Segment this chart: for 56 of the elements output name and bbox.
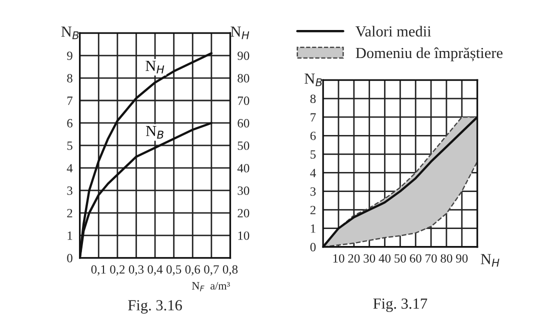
legend-label: Domeniu de împrăștiere xyxy=(356,47,503,62)
x-tick-label: 0,4 xyxy=(148,265,163,276)
y2-axis-title: N$_{H}$ xyxy=(230,26,250,40)
series-label: N$_{B}$ xyxy=(146,126,164,139)
y2-tick-label: 90 xyxy=(238,52,250,60)
y-tick-label: 0 xyxy=(67,254,72,262)
x-tick-label: 80 xyxy=(440,254,452,263)
x-tick-label: 0,3 xyxy=(128,265,144,276)
text: Fig. 3.17 xyxy=(373,298,428,312)
y-tick-label: 1 xyxy=(310,224,316,233)
y-tick-label: 8 xyxy=(67,74,72,82)
y-tick-label: 4 xyxy=(310,168,316,178)
x-axis-title: N$_{H}$ xyxy=(480,254,500,267)
y-tick-label: 3 xyxy=(310,187,316,196)
x-tick-label: 0,1 xyxy=(91,265,106,276)
x-tick-label: 60 xyxy=(410,254,422,263)
y2-tick-label: 40 xyxy=(237,164,250,172)
y-tick-label: 9 xyxy=(67,52,72,60)
y2-tick-label: 60 xyxy=(238,119,250,128)
x-tick-label: 70 xyxy=(426,254,437,263)
x-tick-label: 10 xyxy=(333,254,344,263)
series-label: N$_{H}$ xyxy=(146,60,164,74)
legend-label: Valori medii xyxy=(356,26,432,37)
y-tick-label: 5 xyxy=(310,150,316,159)
y2-tick-label: 80 xyxy=(238,74,250,82)
x-tick-label: 30 xyxy=(364,254,376,263)
x-axis-title: N$_{F}$ a/m³ xyxy=(192,282,230,292)
x-tick-label: 20 xyxy=(348,254,360,263)
y-tick-label: 0 xyxy=(310,242,316,252)
x-tick-label: 0,7 xyxy=(204,265,219,276)
y2-tick-label: 30 xyxy=(238,186,250,195)
x-tick-label: 0,6 xyxy=(185,265,200,276)
y-tick-label: 4 xyxy=(66,164,73,172)
y2-tick-label: 70 xyxy=(238,96,250,105)
x-tick-label: 0,5 xyxy=(166,265,182,276)
y-axis-title: N$_{B}$ xyxy=(61,26,79,40)
y-tick-label: 3 xyxy=(67,186,72,195)
y-tick-label: 2 xyxy=(310,206,316,214)
y-tick-label: 1 xyxy=(68,232,72,240)
y-tick-label: 2 xyxy=(67,208,72,218)
y-tick-label: 7 xyxy=(310,113,316,122)
text: Fig. 3.16 xyxy=(128,300,182,314)
x-tick-label: 40 xyxy=(378,254,391,263)
x-tick-label: 0,2 xyxy=(110,265,125,276)
y-tick-label: 6 xyxy=(67,119,73,128)
y-tick-label: 7 xyxy=(67,96,73,105)
y2-tick-label: 50 xyxy=(238,142,250,150)
y2-tick-label: 10 xyxy=(238,231,250,240)
x-tick-label: 50 xyxy=(394,254,406,263)
y-tick-label: 6 xyxy=(310,132,316,140)
y-tick-label: 5 xyxy=(67,142,72,150)
x-tick-label: 90 xyxy=(456,254,468,263)
y2-tick-label: 20 xyxy=(238,208,250,218)
x-tick-label: 0,8 xyxy=(222,265,238,276)
y-axis-title: N$_{B}$ xyxy=(304,74,322,86)
y-tick-label: 8 xyxy=(310,94,316,104)
